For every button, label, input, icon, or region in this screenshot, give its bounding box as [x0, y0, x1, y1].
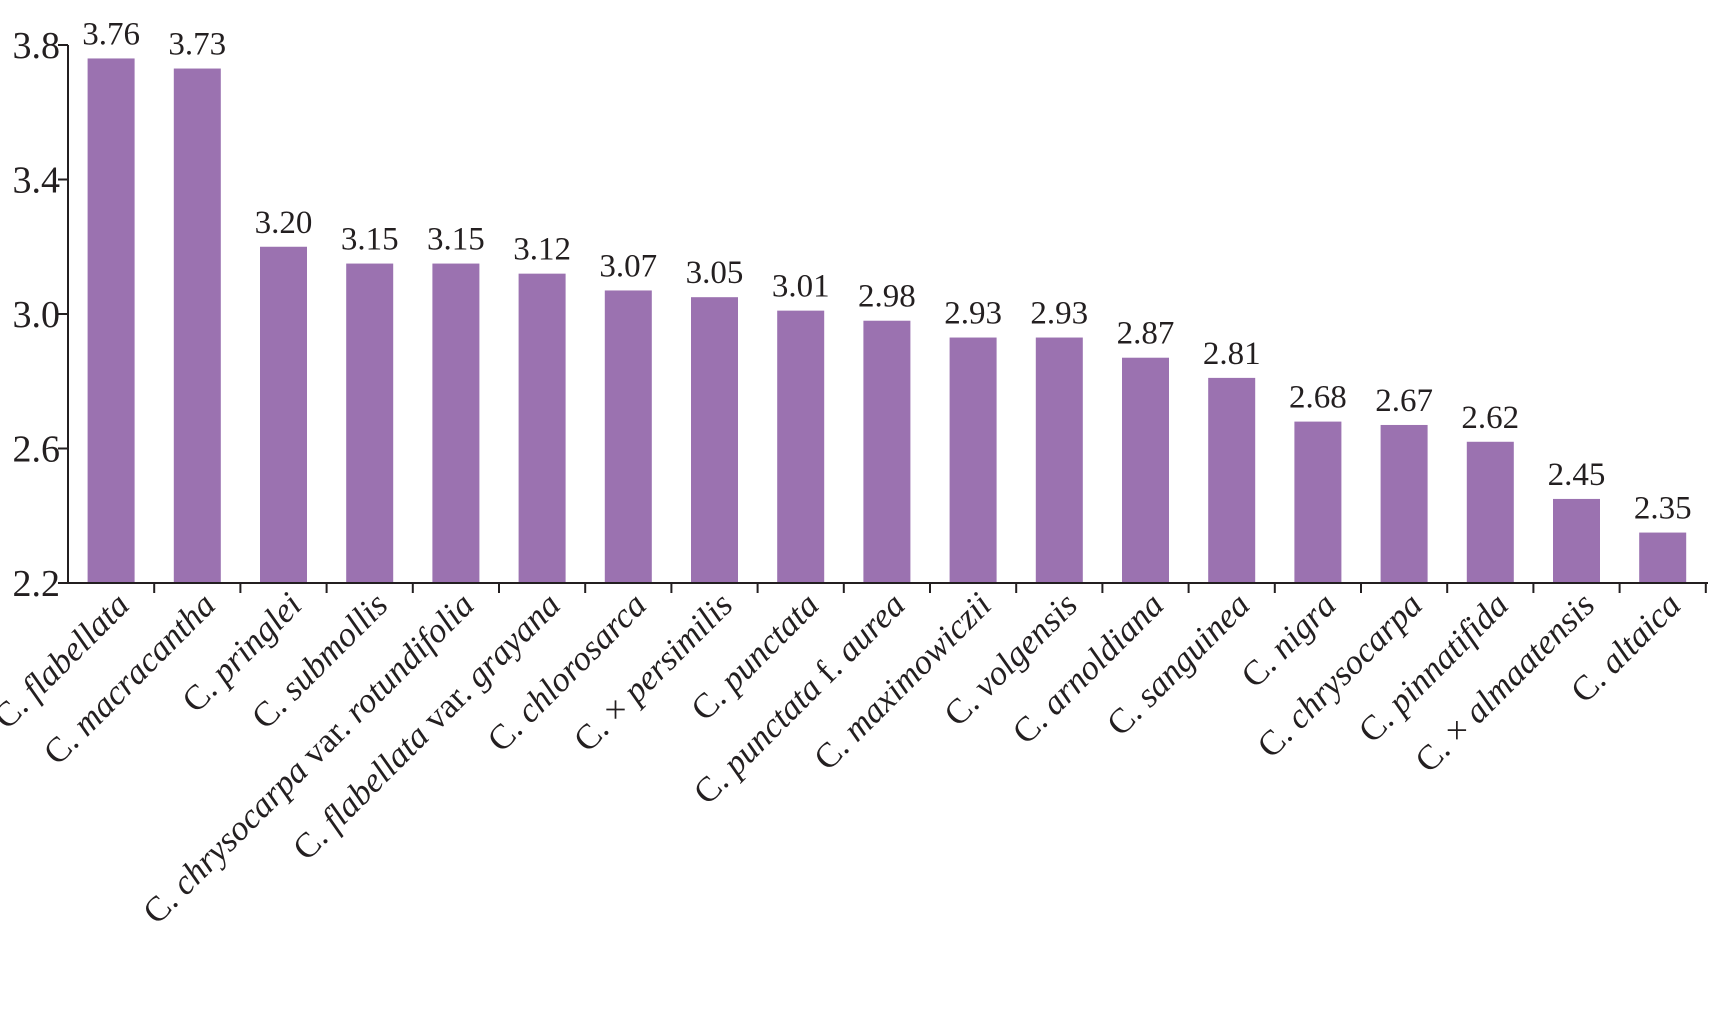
bar	[260, 246, 307, 583]
data-label: 3.01	[772, 269, 830, 305]
bar	[87, 58, 135, 583]
data-label: 2.67	[1375, 383, 1433, 419]
bar	[691, 297, 738, 583]
bar	[604, 290, 652, 583]
bar	[1466, 441, 1514, 583]
data-label: 3.12	[513, 232, 571, 268]
bar	[1208, 377, 1256, 583]
y-tick-label: 2.2	[13, 563, 61, 605]
data-label: 2.35	[1634, 491, 1692, 527]
value-labels-group: 3.76 3.73 3.20 3.15 3.15 3.12 3.07 3.05 3.01 2.98…	[82, 16, 1691, 526]
y-ticks-group: 2.2 2.6 3.0 3.4 3.8	[13, 25, 68, 605]
data-label: 2.87	[1117, 316, 1175, 352]
bar	[518, 273, 566, 583]
y-tick-label: 3.0	[13, 294, 61, 336]
bar	[1035, 337, 1083, 583]
data-label: 2.93	[1030, 296, 1088, 332]
y-tick-label: 3.8	[13, 25, 61, 67]
data-label: 3.73	[168, 27, 226, 63]
y-tick-label: 2.6	[13, 429, 61, 471]
bar	[1639, 532, 1687, 583]
data-label: 3.05	[686, 255, 744, 291]
data-label: 3.15	[427, 222, 485, 258]
data-label: 2.68	[1289, 380, 1347, 416]
bar	[863, 320, 911, 583]
bar	[777, 310, 825, 583]
bar	[432, 263, 480, 583]
bar	[346, 263, 394, 583]
bar	[173, 68, 221, 584]
bar	[1294, 421, 1342, 583]
bar	[1380, 424, 1428, 583]
bars-group	[87, 58, 1687, 584]
x-ticks-group	[153, 583, 1707, 593]
bar	[1122, 357, 1169, 583]
data-label: 3.07	[599, 248, 657, 284]
data-label: 3.20	[255, 205, 313, 241]
data-label: 2.45	[1548, 457, 1606, 493]
data-label: 2.62	[1461, 400, 1519, 436]
data-label: 2.98	[858, 279, 916, 315]
data-label: 2.93	[944, 296, 1002, 332]
y-tick-label: 3.4	[13, 160, 61, 202]
bar	[1553, 498, 1600, 583]
data-label: 3.76	[82, 16, 140, 52]
bar	[949, 337, 997, 583]
data-label: 3.15	[341, 222, 399, 258]
data-label: 2.81	[1203, 336, 1261, 372]
